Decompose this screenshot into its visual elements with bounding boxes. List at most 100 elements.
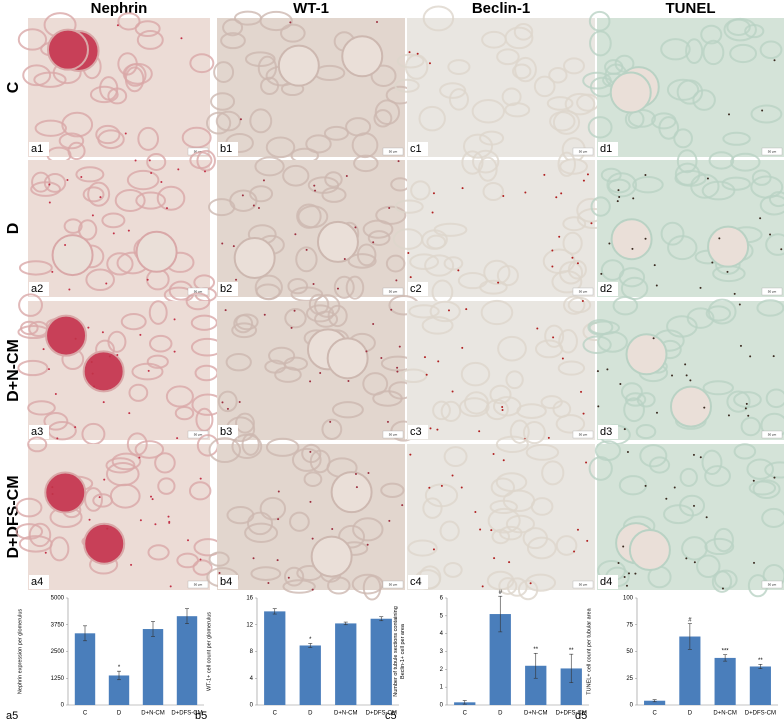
stain-dot: [354, 472, 357, 475]
stain-dot: [372, 322, 375, 325]
tissue-tubule: [208, 437, 242, 464]
stain-dot: [684, 363, 687, 366]
tissue-tubule: [552, 109, 581, 135]
glomerulus: [330, 471, 373, 514]
panel-label: b2: [220, 283, 232, 295]
tissue-tubule: [422, 497, 443, 519]
error-bar: [151, 621, 155, 637]
tissue-tubule: [385, 254, 406, 273]
tissue-tubule: [623, 397, 645, 423]
stain-dot: [313, 184, 316, 187]
tissue-tubule: [501, 87, 522, 107]
tissue-tubule: [249, 108, 273, 134]
glomerulus: [316, 220, 359, 263]
tissue-tubule: [17, 359, 49, 377]
label-box: [598, 142, 618, 156]
stain-dot: [536, 327, 539, 330]
stain-dot: [398, 345, 401, 348]
tissue-tubule: [117, 12, 141, 31]
stain-dot: [277, 490, 280, 493]
tissue-tubule: [97, 129, 125, 150]
tissue-tubule: [126, 169, 160, 191]
tissue-tubule: [443, 446, 468, 468]
x-tick-label: D: [117, 711, 122, 717]
y-tick-label: 1250: [51, 676, 65, 682]
tissue-tubule: [632, 176, 664, 194]
y-axis-label: Beclin-1+ cell per area: [400, 623, 406, 679]
stain-dot: [401, 504, 404, 507]
y-tick-label: 4: [250, 676, 254, 682]
y-tick-label: 2500: [51, 649, 65, 655]
stain-dot: [388, 519, 391, 522]
glomerulus: [669, 385, 712, 428]
stain-dot: [294, 233, 297, 236]
tissue-tubule: [89, 85, 119, 104]
tissue-tubule: [111, 452, 142, 471]
tissue-tubule: [148, 334, 173, 353]
stain-dot: [347, 379, 350, 382]
tissue-tubule: [708, 151, 735, 170]
stain-dot: [167, 515, 170, 518]
stain-dot: [169, 585, 172, 588]
stain-dot: [232, 245, 235, 248]
tissue-tubule: [156, 185, 186, 211]
stain-dot: [634, 572, 637, 575]
tissue-tubule: [154, 452, 176, 474]
tissue-tubule: [673, 128, 693, 149]
stain-dot: [551, 249, 554, 252]
tissue-tubule: [491, 528, 510, 545]
tissue-tubule: [674, 162, 701, 186]
stain-dot: [87, 326, 90, 329]
stain-dot: [226, 407, 229, 410]
stain-dot: [437, 360, 440, 363]
y-tick-label: 3: [440, 649, 444, 655]
tissue-tubule: [196, 149, 216, 172]
tissue-tubule: [721, 176, 751, 191]
y-tick-label: 0: [61, 703, 65, 709]
stain-dot: [749, 355, 752, 358]
label-box: [29, 282, 49, 296]
error-bar: [308, 643, 313, 648]
scale-box: [382, 580, 404, 589]
tissue-tubule: [458, 397, 490, 418]
tissue-tubule: [679, 494, 706, 517]
stain-dot: [139, 333, 142, 336]
tissue-tubule: [192, 559, 213, 576]
stain-dot: [543, 173, 546, 176]
tissue-tubule: [594, 440, 622, 462]
tissue-tubule: [439, 520, 460, 542]
tissue-tubule: [321, 186, 347, 203]
tissue-tubule: [462, 133, 494, 159]
stain-dot: [146, 278, 149, 281]
stain-dot: [372, 241, 375, 244]
tissue-tubule: [407, 539, 438, 557]
tissue-tubule: [704, 465, 731, 487]
stain-dot: [752, 479, 755, 482]
stain-dot: [165, 207, 168, 210]
tissue-tubule: [422, 5, 455, 32]
scale-box: [572, 287, 594, 296]
stain-dot: [289, 21, 292, 24]
tissue-tubule: [729, 43, 758, 64]
label-box: [29, 575, 49, 589]
scale-box: [187, 580, 209, 589]
stain-dot: [474, 511, 477, 514]
tissue-tubule: [495, 435, 529, 454]
scale-bar: 50 µm: [579, 289, 588, 293]
tissue-tubule: [189, 53, 215, 74]
stain-dot: [98, 496, 101, 499]
tissue-tubule: [666, 315, 698, 338]
scale-bar: 50 µm: [194, 149, 203, 153]
stain-dot: [685, 374, 688, 377]
y-axis-label: TUNEL+ cell count per tubular area: [586, 607, 592, 694]
glomerulus: [44, 471, 87, 514]
stain-dot: [461, 346, 464, 349]
stain-dot: [461, 187, 464, 190]
tissue-tubule: [722, 131, 751, 146]
tissue-tubule: [751, 169, 772, 186]
tissue-tubule: [726, 390, 751, 413]
tissue-tubule: [394, 78, 420, 93]
tissue-tubule: [99, 76, 119, 101]
tissue-tubule: [82, 186, 105, 203]
y-tick-label: 0: [630, 703, 634, 709]
